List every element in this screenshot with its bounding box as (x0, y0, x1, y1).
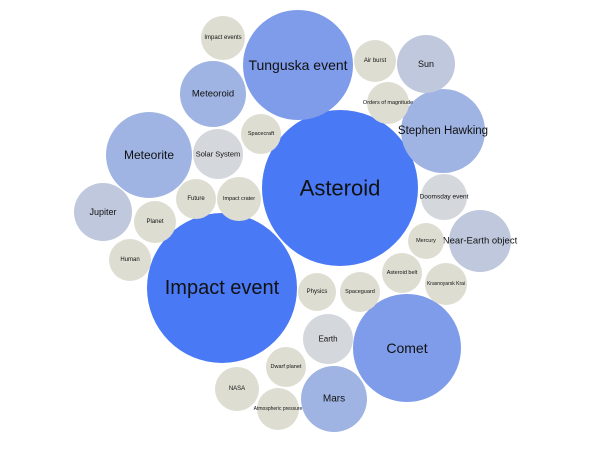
bubble-circle-mars[interactable] (301, 366, 367, 432)
bubble-label-asteroid-belt: Asteroid belt (387, 270, 418, 276)
bubble-circle-orders-of-magnitude[interactable] (367, 82, 409, 124)
bubble-label-doomsday-event: Doomsday event (420, 194, 469, 201)
bubble-tunguska-event[interactable]: Tunguska event (243, 10, 353, 120)
bubble-doomsday-event[interactable]: Doomsday event (420, 174, 469, 220)
bubble-orders-of-magnitude[interactable]: Orders of magnitude (363, 82, 413, 124)
bubble-circle-impact-crater[interactable] (217, 177, 261, 221)
bubble-circle-spacecraft[interactable] (241, 114, 281, 154)
bubble-circle-jupiter[interactable] (74, 183, 132, 241)
bubble-comet[interactable]: Comet (353, 294, 461, 402)
bubble-circle-physics[interactable] (298, 273, 336, 311)
bubble-planet[interactable]: Planet (134, 201, 176, 243)
bubble-label-earth: Earth (318, 335, 337, 344)
bubble-future[interactable]: Future (176, 179, 216, 219)
bubble-label-air-burst: Air burst (364, 58, 387, 64)
bubble-circle-solar-system[interactable] (193, 129, 243, 179)
bubble-impact-events[interactable]: Impact events (201, 16, 245, 60)
bubble-asteroid[interactable]: Asteroid (262, 110, 418, 266)
bubble-label-solar-system: Solar System (196, 150, 241, 159)
bubble-circle-earth[interactable] (303, 314, 353, 364)
bubble-label-mars: Mars (323, 394, 345, 405)
bubble-label-meteoroid: Meteoroid (192, 89, 234, 100)
bubble-circle-human[interactable] (109, 239, 151, 281)
bubble-circle-comet[interactable] (353, 294, 461, 402)
bubble-label-dwarf-planet: Dwarf planet (271, 364, 302, 370)
bubble-label-human: Human (120, 257, 139, 263)
bubble-label-spacecraft: Spacecraft (248, 131, 275, 137)
bubble-circle-near-earth-object[interactable] (449, 210, 511, 272)
bubble-air-burst[interactable]: Air burst (354, 40, 396, 82)
bubble-spaceguard[interactable]: Spaceguard (340, 272, 380, 312)
bubble-circle-atmospheric-pressure[interactable] (257, 388, 299, 430)
bubble-atmospheric-pressure[interactable]: Atmospheric pressure (254, 388, 303, 430)
bubble-label-planet: Planet (146, 219, 163, 225)
bubble-stephen-hawking[interactable]: Stephen Hawking (398, 89, 488, 173)
bubble-solar-system[interactable]: Solar System (193, 129, 243, 179)
bubble-physics[interactable]: Physics (298, 273, 336, 311)
bubble-label-spaceguard: Spaceguard (345, 289, 375, 295)
bubble-label-stephen-hawking: Stephen Hawking (398, 125, 488, 137)
bubble-label-impact-event: Impact event (165, 277, 280, 299)
bubble-circle-asteroid-belt[interactable] (382, 253, 422, 293)
bubble-circle-meteorite[interactable] (106, 112, 192, 198)
bubble-label-nasa: NASA (229, 386, 245, 392)
bubble-circle-mercury[interactable] (408, 223, 444, 259)
bubble-impact-event[interactable]: Impact event (147, 213, 297, 363)
bubble-circle-doomsday-event[interactable] (421, 174, 467, 220)
bubble-label-comet: Comet (386, 340, 427, 356)
bubble-dwarf-planet[interactable]: Dwarf planet (266, 347, 306, 387)
bubble-circle-stephen-hawking[interactable] (401, 89, 485, 173)
bubble-meteorite[interactable]: Meteorite (106, 112, 192, 198)
bubble-circle-meteoroid[interactable] (180, 61, 246, 127)
bubble-label-impact-crater: Impact crater (223, 196, 255, 202)
bubble-label-physics: Physics (307, 289, 328, 295)
bubble-near-earth-object[interactable]: Near-Earth object (443, 210, 518, 272)
bubble-mars[interactable]: Mars (301, 366, 367, 432)
bubble-label-atmospheric-pressure: Atmospheric pressure (254, 406, 303, 412)
bubble-circle-spaceguard[interactable] (340, 272, 380, 312)
bubble-sun[interactable]: Sun (397, 35, 455, 93)
bubble-label-krasnoyarsk-krai: Krasnoyarsk Krai (427, 281, 465, 287)
bubble-circle-asteroid[interactable] (262, 110, 418, 266)
bubble-label-impact-events: Impact events (204, 35, 241, 41)
bubble-mercury[interactable]: Mercury (408, 223, 444, 259)
bubble-label-near-earth-object: Near-Earth object (443, 236, 518, 247)
bubble-circle-tunguska-event[interactable] (243, 10, 353, 120)
bubble-circle-impact-event[interactable] (147, 213, 297, 363)
bubble-jupiter[interactable]: Jupiter (74, 183, 132, 241)
bubble-label-jupiter: Jupiter (89, 207, 116, 217)
bubble-label-asteroid: Asteroid (300, 176, 381, 201)
bubble-circle-future[interactable] (176, 179, 216, 219)
bubble-nasa[interactable]: NASA (215, 367, 259, 411)
bubble-circle-nasa[interactable] (215, 367, 259, 411)
bubble-spacecraft[interactable]: Spacecraft (241, 114, 281, 154)
bubble-label-tunguska-event: Tunguska event (248, 57, 347, 73)
bubble-label-mercury: Mercury (416, 238, 436, 244)
bubble-circle-impact-events[interactable] (201, 16, 245, 60)
bubble-asteroid-belt[interactable]: Asteroid belt (382, 253, 422, 293)
bubble-circle-sun[interactable] (397, 35, 455, 93)
bubble-label-sun: Sun (418, 59, 434, 69)
bubble-label-meteorite: Meteorite (124, 148, 174, 162)
bubble-circle-planet[interactable] (134, 201, 176, 243)
bubble-circle-air-burst[interactable] (354, 40, 396, 82)
bubble-human[interactable]: Human (109, 239, 151, 281)
bubble-earth[interactable]: Earth (303, 314, 353, 364)
bubble-label-future: Future (187, 196, 205, 202)
bubble-meteoroid[interactable]: Meteoroid (180, 61, 246, 127)
bubble-krasnoyarsk-krai[interactable]: Krasnoyarsk Krai (425, 263, 467, 305)
bubble-label-orders-of-magnitude: Orders of magnitude (363, 100, 413, 106)
bubble-impact-crater[interactable]: Impact crater (217, 177, 261, 221)
bubble-circle-dwarf-planet[interactable] (266, 347, 306, 387)
bubble-circle-krasnoyarsk-krai[interactable] (425, 263, 467, 305)
